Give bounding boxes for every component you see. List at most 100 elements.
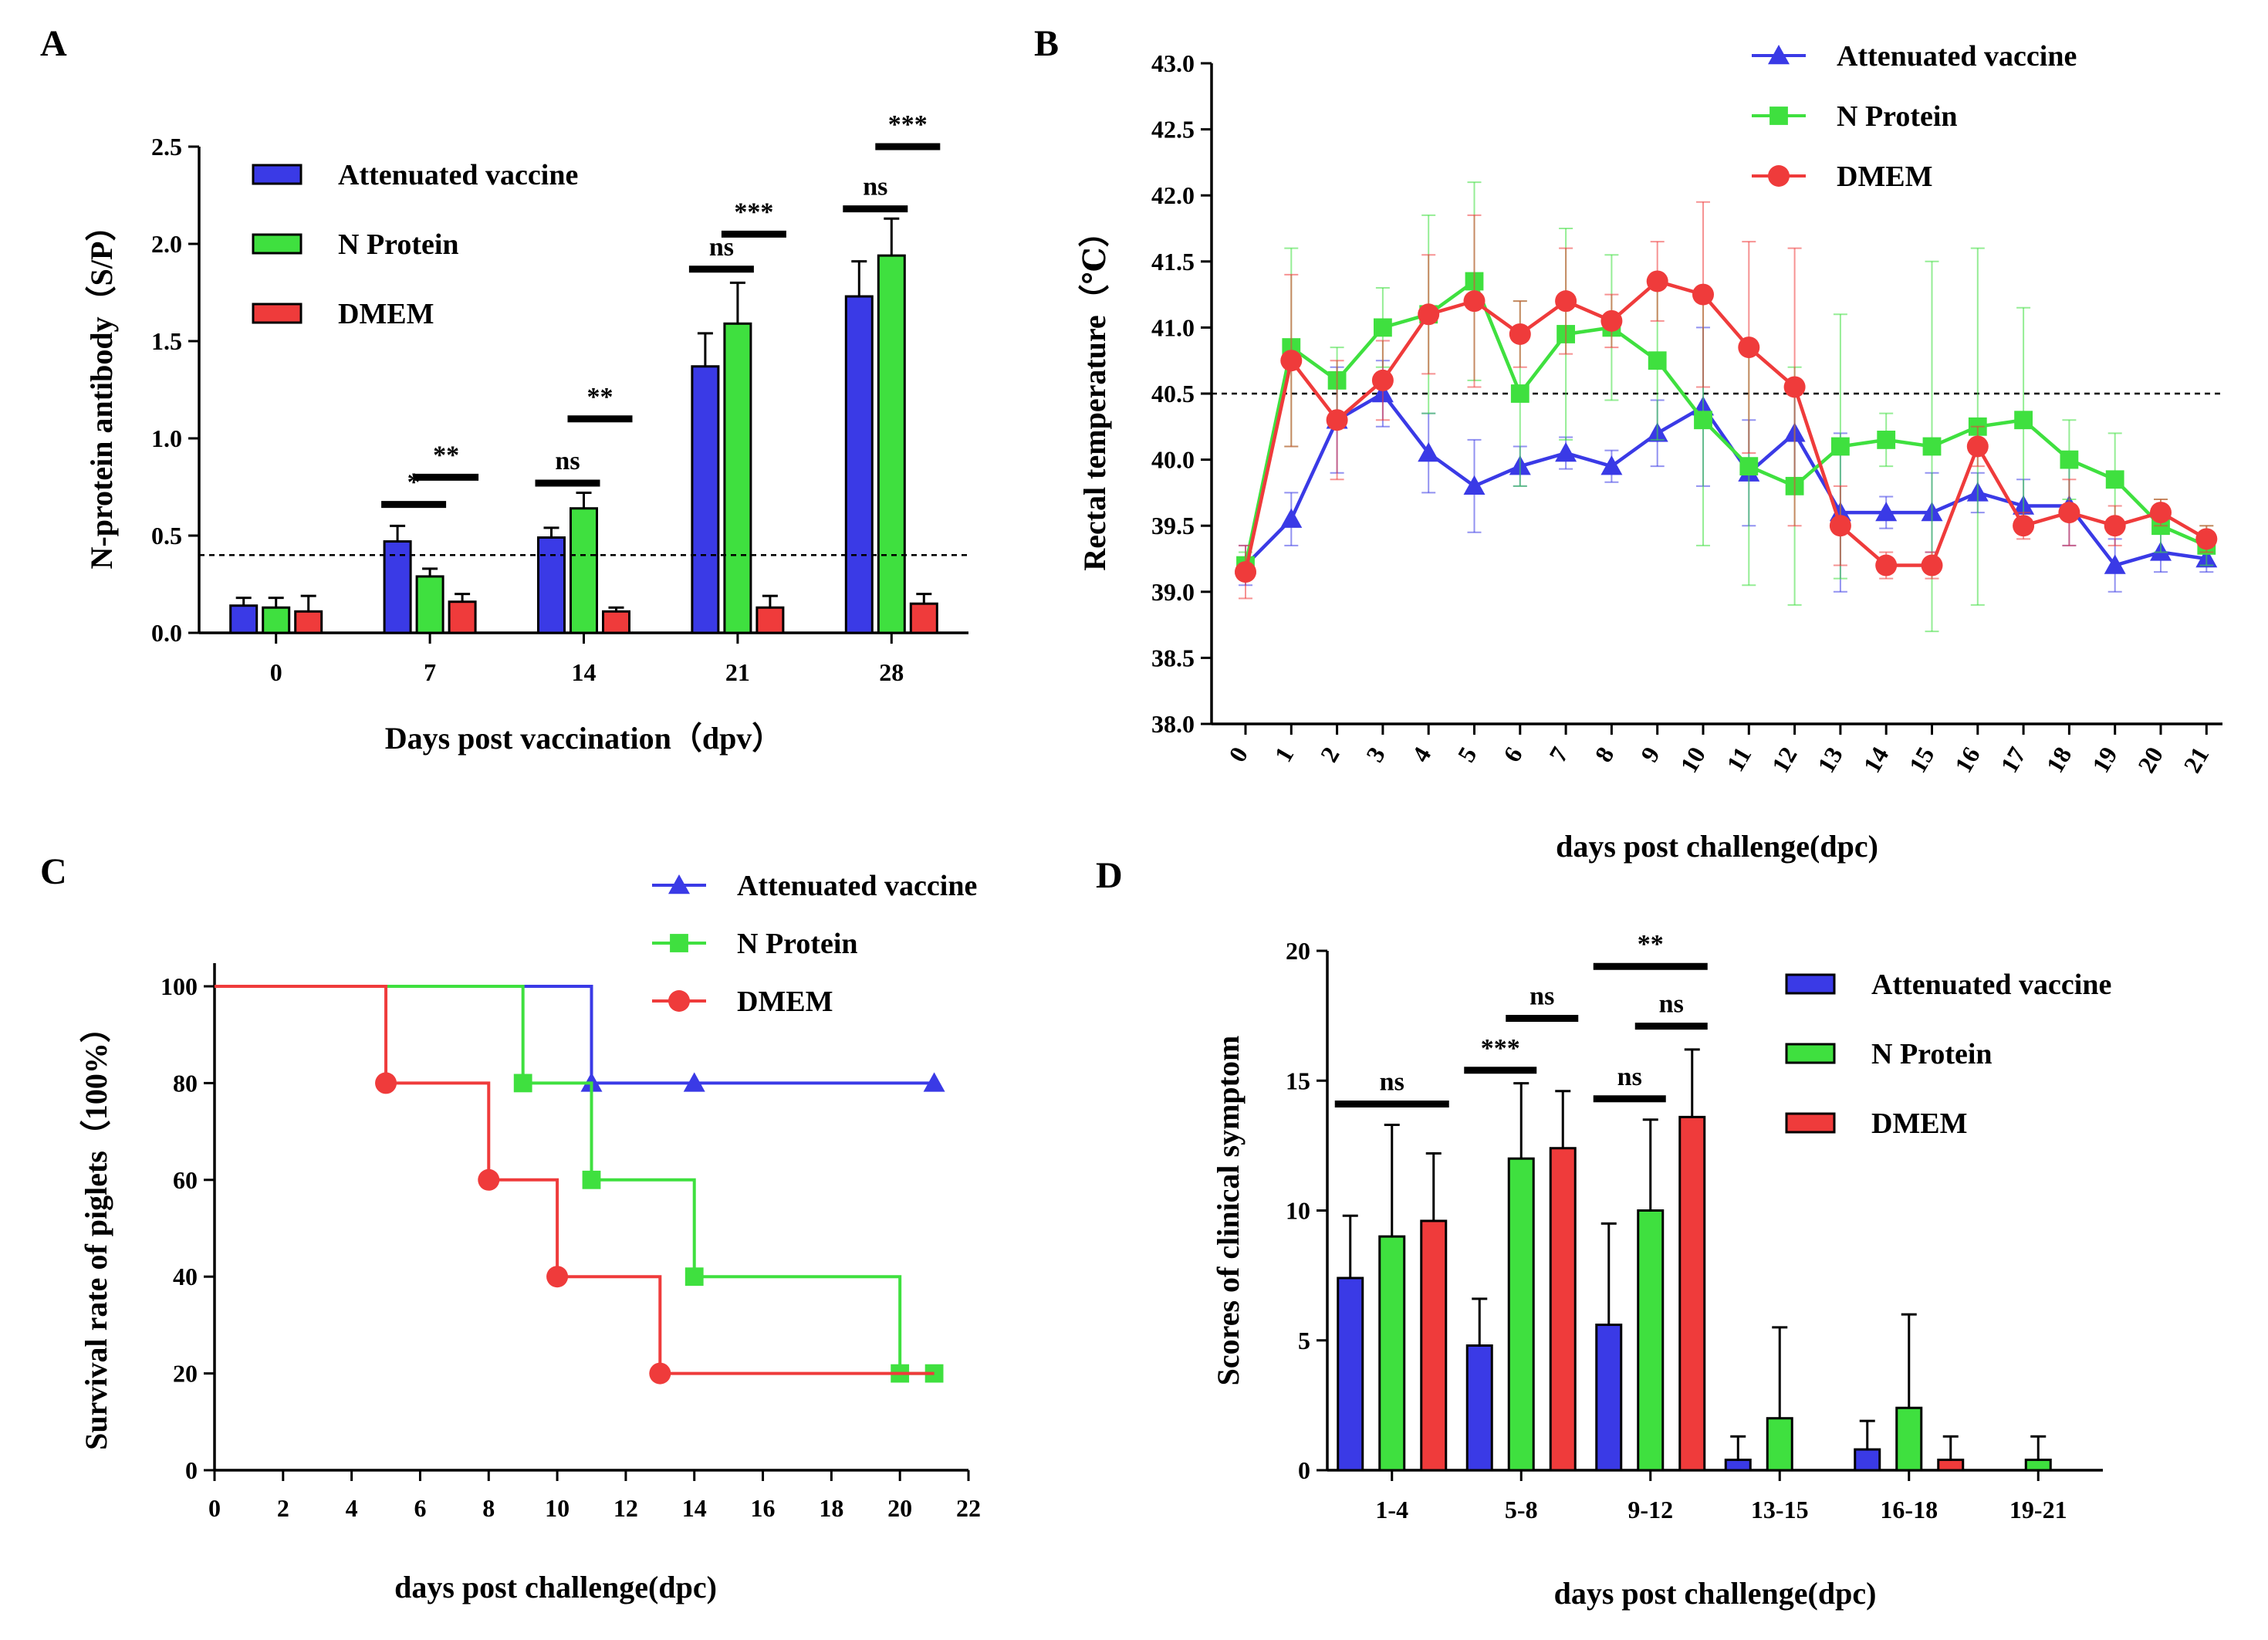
x-tick-label: 13-15 <box>1751 1496 1809 1523</box>
y-tick-label: 39.0 <box>1151 578 1195 606</box>
x-tick-label: 16 <box>1949 742 1986 778</box>
data-point <box>2150 502 2172 524</box>
bar-0-3 <box>1724 1459 1752 1472</box>
data-point <box>684 1267 704 1287</box>
y-tick-label: 39.5 <box>1151 512 1195 539</box>
panel-c-survival-chart: C 0 20 40 60 80 100 0 2 4 6 8 10 12 14 16 18 20 22 days pos… <box>40 851 981 1604</box>
bar-1-4 <box>1895 1406 1923 1472</box>
bar-1-0 <box>262 606 291 634</box>
data-point <box>683 1072 705 1092</box>
significance-label: ns <box>1529 982 1554 1010</box>
legend-label: Attenuated vaccine <box>737 870 977 902</box>
x-tick-label: 9-12 <box>1627 1496 1673 1523</box>
y-tick-label: 43.0 <box>1151 49 1195 77</box>
legend-swatch-2 <box>1785 1112 1836 1134</box>
data-point <box>2058 502 2080 524</box>
y-tick-label: 42.0 <box>1151 181 1195 209</box>
bar-2-1 <box>448 600 477 634</box>
x-tick-label: 14 <box>682 1494 707 1522</box>
legend-marker-0 <box>668 874 690 894</box>
x-tick-label: 2 <box>1314 742 1344 767</box>
data-point <box>2105 470 2124 489</box>
x-tick-label: 5-8 <box>1505 1496 1538 1523</box>
data-point <box>1694 411 1712 430</box>
x-axis-title: Days post vaccination（dpv） <box>385 721 783 756</box>
x-tick-label: 0 <box>270 658 282 686</box>
legend-label: Attenuated vaccine <box>1871 969 2111 1001</box>
bar-2-2 <box>602 610 630 634</box>
y-tick-label: 1.0 <box>151 424 182 452</box>
y-tick-label: 0.0 <box>151 619 182 647</box>
legend-marker-1 <box>1769 107 1788 125</box>
x-tick-label: 10 <box>1675 742 1711 778</box>
bar-2-4 <box>1937 1459 1965 1472</box>
legend-label: DMEM <box>1871 1107 1968 1140</box>
significance-label: *** <box>888 110 928 139</box>
x-tick-label: 19 <box>2087 742 2123 778</box>
y-tick-label: 40.5 <box>1151 380 1195 407</box>
significance-label: *** <box>734 198 773 226</box>
data-point <box>2060 450 2079 469</box>
y-axis-title: Rectal temperature（℃） <box>1077 216 1112 570</box>
significance-label: *** <box>1481 1034 1520 1063</box>
legend-label: N Protein <box>338 228 459 261</box>
bar-2-3 <box>755 606 785 634</box>
bar-0-4 <box>1854 1448 1881 1472</box>
data-point <box>513 1074 532 1093</box>
x-tick-label: 4 <box>346 1494 358 1522</box>
significance-label: ns <box>1659 990 1684 1019</box>
x-axis-title: days post challenge(dpc) <box>1554 1576 1877 1611</box>
legend-label: Attenuated vaccine <box>338 159 578 191</box>
bar-2-4 <box>909 602 938 634</box>
bar-2-2 <box>1678 1115 1706 1472</box>
x-tick-label: 13 <box>1812 742 1848 778</box>
data-point <box>1374 318 1392 337</box>
bar-2-0 <box>294 610 323 634</box>
legend-label: N Protein <box>737 928 858 960</box>
legend-marker-2 <box>668 990 690 1012</box>
panel-d-clinical-score-chart: D 0 5 10 15 20 1-4 5-8 9-12 13-15 16-18 19-21 ns *** n… <box>1096 855 2111 1611</box>
significance-label: ns <box>555 447 580 475</box>
bar-0-0 <box>229 604 259 634</box>
data-point <box>1509 323 1531 345</box>
data-point <box>1555 290 1577 313</box>
significance-label: ns <box>1380 1068 1404 1097</box>
y-tick-label: 0 <box>1298 1456 1310 1484</box>
data-point <box>1738 336 1760 359</box>
significance-label: ns <box>863 173 887 201</box>
x-tick-label: 22 <box>956 1494 981 1522</box>
data-point <box>2013 515 2035 537</box>
x-tick-label: 6 <box>414 1494 426 1522</box>
data-point <box>1463 475 1486 495</box>
data-point <box>1555 442 1577 462</box>
panel-letter: D <box>1096 855 1123 896</box>
data-point <box>1648 351 1667 370</box>
legend-swatch-2 <box>252 303 303 324</box>
data-point <box>1783 376 1806 398</box>
bar-1-3 <box>1766 1417 1793 1472</box>
x-tick-label: 4 <box>1406 742 1436 767</box>
y-tick-label: 2.5 <box>151 133 182 161</box>
data-point <box>1326 409 1348 431</box>
y-tick-label: 38.0 <box>1151 710 1195 738</box>
significance-label: ** <box>1638 930 1664 959</box>
data-point <box>1692 283 1714 306</box>
data-point <box>1646 270 1668 292</box>
legend-label: DMEM <box>1837 161 1933 193</box>
x-tick-label: 20 <box>887 1494 912 1522</box>
x-tick-label: 2 <box>277 1494 289 1522</box>
series-line-2 <box>1243 279 2208 573</box>
x-tick-label: 14 <box>1857 742 1894 778</box>
legend-marker-1 <box>670 934 688 952</box>
legend-marker-2 <box>1768 165 1790 187</box>
bar-1-3 <box>723 322 752 634</box>
x-tick-label: 21 <box>2178 742 2214 778</box>
data-point <box>546 1266 569 1288</box>
data-point <box>1922 437 1942 456</box>
x-tick-label: 3 <box>1360 742 1391 767</box>
data-point <box>1418 442 1440 462</box>
y-tick-label: 100 <box>161 972 198 1000</box>
x-tick-label: 12 <box>1766 742 1802 778</box>
y-tick-label: 41.0 <box>1151 313 1195 341</box>
